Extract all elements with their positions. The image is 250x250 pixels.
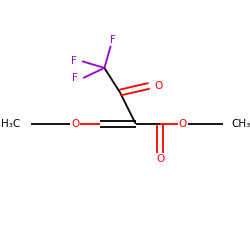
Text: O: O xyxy=(178,119,187,129)
Text: H₃C: H₃C xyxy=(1,119,20,129)
Text: F: F xyxy=(110,36,116,46)
Text: F: F xyxy=(72,73,78,83)
Text: O: O xyxy=(154,81,162,91)
Text: O: O xyxy=(71,119,80,129)
Text: F: F xyxy=(71,56,77,66)
Text: O: O xyxy=(156,154,164,164)
Text: CH₃: CH₃ xyxy=(232,119,250,129)
